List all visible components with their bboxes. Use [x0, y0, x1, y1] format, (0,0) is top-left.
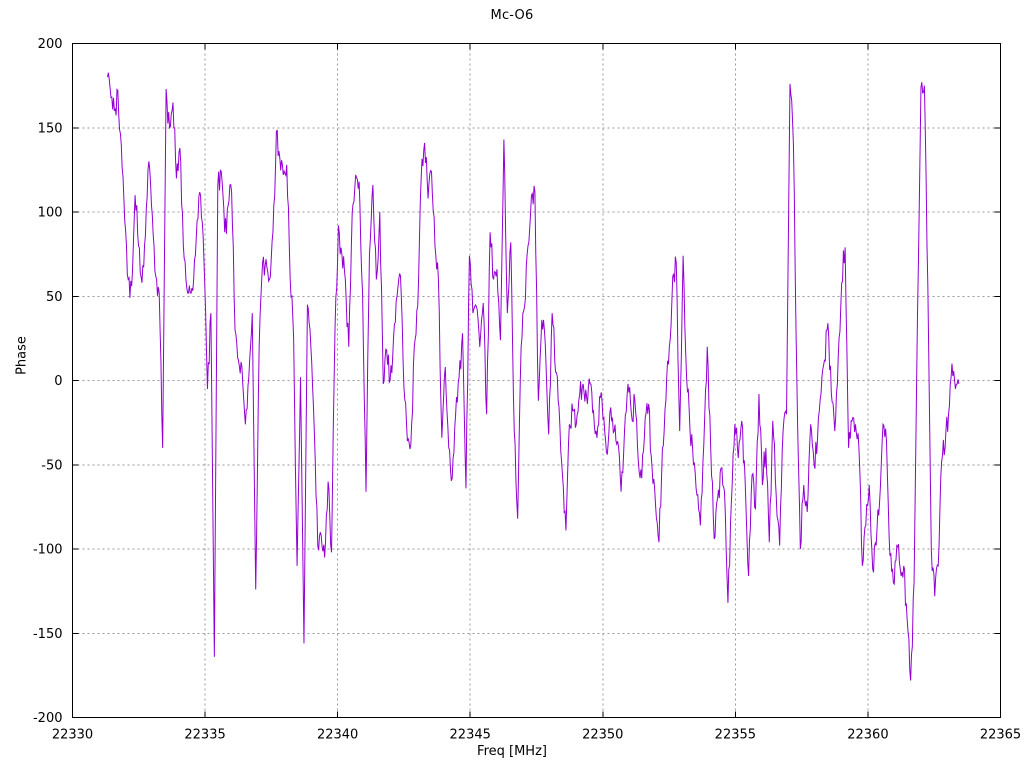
y-tick-label: 200: [38, 37, 63, 52]
y-tick-label: 150: [38, 121, 63, 136]
y-tick-label: 50: [46, 290, 63, 305]
grid-lines: [72, 43, 1001, 718]
plot-frame: [72, 43, 1001, 718]
x-tick-label: 22335: [184, 728, 225, 743]
y-tick-label: 100: [38, 206, 63, 221]
y-tick-label: -100: [33, 543, 63, 558]
x-tick-label: 22360: [847, 728, 888, 743]
x-tick-label: 22345: [450, 728, 491, 743]
y-tick-label: -150: [33, 627, 63, 642]
tick-labels: 22330 22335 22340 22345 22350 22355 22360 22365…: [33, 37, 1021, 743]
y-tick-label: -200: [33, 711, 63, 726]
x-tick-label: 22330: [52, 728, 93, 743]
y-tick-label: -50: [41, 458, 62, 473]
x-axis-label: Freq [MHz]: [477, 744, 547, 759]
page-title: Mc-O6: [490, 8, 534, 23]
data-series: [107, 72, 960, 681]
x-tick-label: 22365: [980, 728, 1021, 743]
y-tick-label: 0: [54, 374, 62, 389]
x-tick-label: 22340: [317, 728, 358, 743]
x-tick-label: 22355: [715, 728, 756, 743]
series-line-phase: [107, 72, 960, 681]
x-tick-label: 22350: [582, 728, 623, 743]
